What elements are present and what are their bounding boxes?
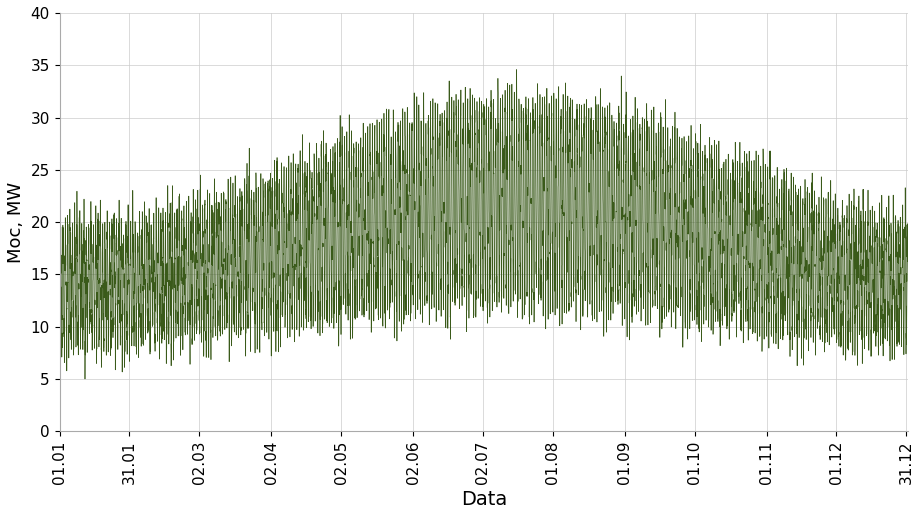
X-axis label: Data: Data	[460, 490, 507, 509]
Y-axis label: Moc, MW: Moc, MW	[7, 182, 25, 263]
